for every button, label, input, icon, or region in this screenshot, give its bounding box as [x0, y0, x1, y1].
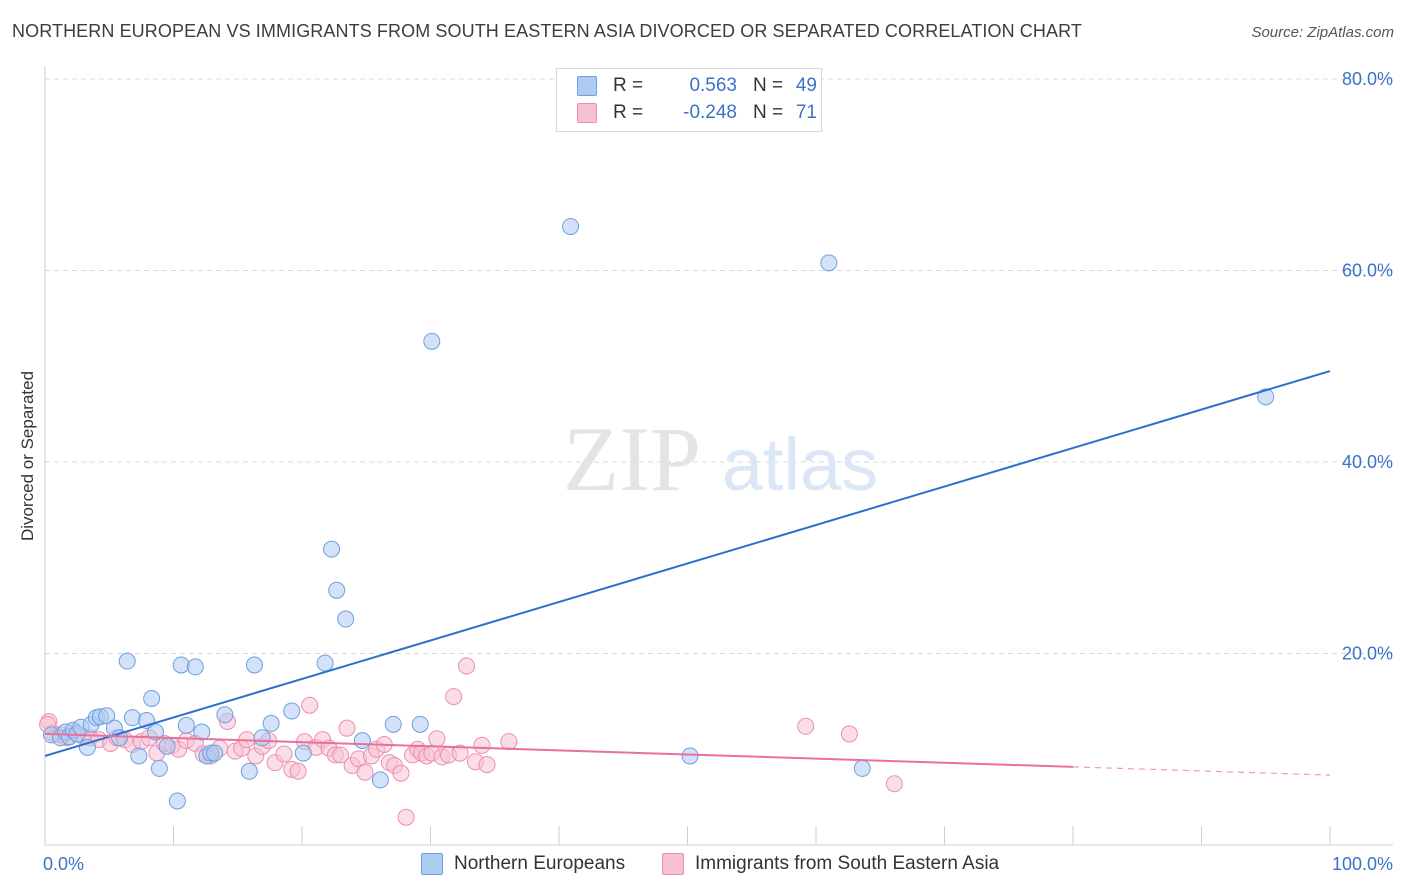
legend-n-label: N =	[753, 102, 784, 123]
watermark-zip: ZIP	[563, 408, 701, 510]
trend-lines	[44, 370, 1331, 776]
point-south-eastern-asia	[457, 657, 475, 675]
legend-item-label: Immigrants from South Eastern Asia	[695, 853, 1000, 874]
point-northern-european	[384, 715, 402, 733]
trend-line-solid	[44, 732, 1074, 768]
point-northern-european	[294, 744, 312, 762]
point-northern-european	[328, 581, 346, 599]
source-label: Source: ZipAtlas.com	[1251, 24, 1394, 41]
trend-line	[44, 370, 1331, 757]
point-northern-european	[177, 716, 195, 734]
point-northern-european	[1257, 388, 1275, 406]
point-south-eastern-asia	[797, 717, 815, 735]
point-northern-european	[98, 707, 116, 725]
point-northern-european	[353, 732, 371, 750]
axes	[44, 66, 1393, 846]
point-northern-european	[853, 759, 871, 777]
watermark: ZIP atlas	[563, 408, 878, 510]
watermark-atlas: atlas	[722, 423, 878, 506]
legend-swatch-blue	[421, 853, 443, 875]
series-legend: Northern Europeans Immigrants from South…	[0, 852, 1406, 878]
point-northern-european	[186, 658, 204, 676]
correlation-legend: R = 0.563 N = 49 R = -0.248 N = 71	[556, 68, 822, 132]
point-northern-european	[111, 729, 129, 747]
point-northern-european	[123, 709, 141, 727]
point-south-eastern-asia	[445, 688, 463, 706]
point-south-eastern-asia	[332, 746, 350, 764]
point-northern-european	[323, 540, 341, 558]
point-northern-european	[820, 254, 838, 272]
point-northern-european	[337, 610, 355, 628]
point-northern-european	[150, 759, 168, 777]
legend-n-value: 49	[795, 75, 817, 96]
point-south-eastern-asia	[356, 763, 374, 781]
point-northern-european	[681, 747, 699, 765]
y-tick-label: 60.0%	[1342, 261, 1393, 281]
point-northern-european	[172, 656, 190, 674]
x-tick-label: 100.0%	[1332, 854, 1393, 874]
point-south-eastern-asia	[451, 744, 469, 762]
legend-r-label: R =	[613, 75, 644, 96]
legend-n-value: 71	[795, 102, 817, 123]
gridlines	[45, 78, 1393, 654]
legend-swatch-blue	[577, 76, 597, 96]
point-northern-european	[216, 706, 234, 724]
point-northern-european	[423, 332, 441, 350]
y-tick-label: 80.0%	[1342, 69, 1393, 89]
y-tick-label: 20.0%	[1342, 644, 1393, 664]
x-tick-label: 0.0%	[43, 854, 84, 874]
trend-line-dashed	[1072, 766, 1331, 776]
point-south-eastern-asia	[275, 745, 293, 763]
point-northern-european	[168, 792, 186, 810]
point-south-eastern-asia	[397, 808, 415, 826]
point-south-eastern-asia	[840, 725, 858, 743]
chart-title: NORTHERN EUROPEAN VS IMMIGRANTS FROM SOU…	[12, 21, 1082, 41]
tick-labels: 20.0% 40.0% 60.0% 80.0% 0.0% 100.0%	[43, 69, 1393, 874]
legend-r-label: R =	[613, 102, 644, 123]
point-northern-european	[118, 652, 136, 670]
point-northern-european	[193, 723, 211, 741]
point-northern-european	[371, 771, 389, 789]
point-northern-european	[143, 690, 161, 708]
point-northern-european	[316, 654, 334, 672]
legend-item-label: Northern Europeans	[454, 853, 626, 874]
point-south-eastern-asia	[473, 736, 491, 754]
point-northern-european	[245, 656, 263, 674]
legend-swatch-pink	[577, 103, 597, 123]
point-northern-european	[206, 744, 224, 762]
point-south-eastern-asia	[428, 730, 446, 748]
point-northern-european	[78, 738, 96, 756]
y-tick-label: 40.0%	[1342, 452, 1393, 472]
point-south-eastern-asia	[338, 719, 356, 737]
point-northern-european	[130, 747, 148, 765]
point-northern-european	[240, 762, 258, 780]
point-northern-european	[147, 723, 165, 741]
point-south-eastern-asia	[301, 696, 319, 714]
point-northern-european	[262, 714, 280, 732]
point-northern-european	[562, 217, 580, 235]
data-points	[39, 217, 1275, 826]
point-south-eastern-asia	[885, 775, 903, 793]
point-northern-european	[283, 702, 301, 720]
point-northern-european	[411, 715, 429, 733]
legend-n-label: N =	[753, 75, 784, 96]
point-northern-european	[158, 737, 176, 755]
legend-swatch-pink	[662, 853, 684, 875]
point-south-eastern-asia	[392, 764, 410, 782]
point-south-eastern-asia	[478, 756, 496, 774]
point-south-eastern-asia	[500, 733, 518, 751]
point-northern-european	[253, 729, 271, 747]
point-south-eastern-asia	[289, 762, 307, 780]
legend-r-value: 0.563	[689, 75, 737, 96]
legend-r-value: -0.248	[683, 102, 737, 123]
